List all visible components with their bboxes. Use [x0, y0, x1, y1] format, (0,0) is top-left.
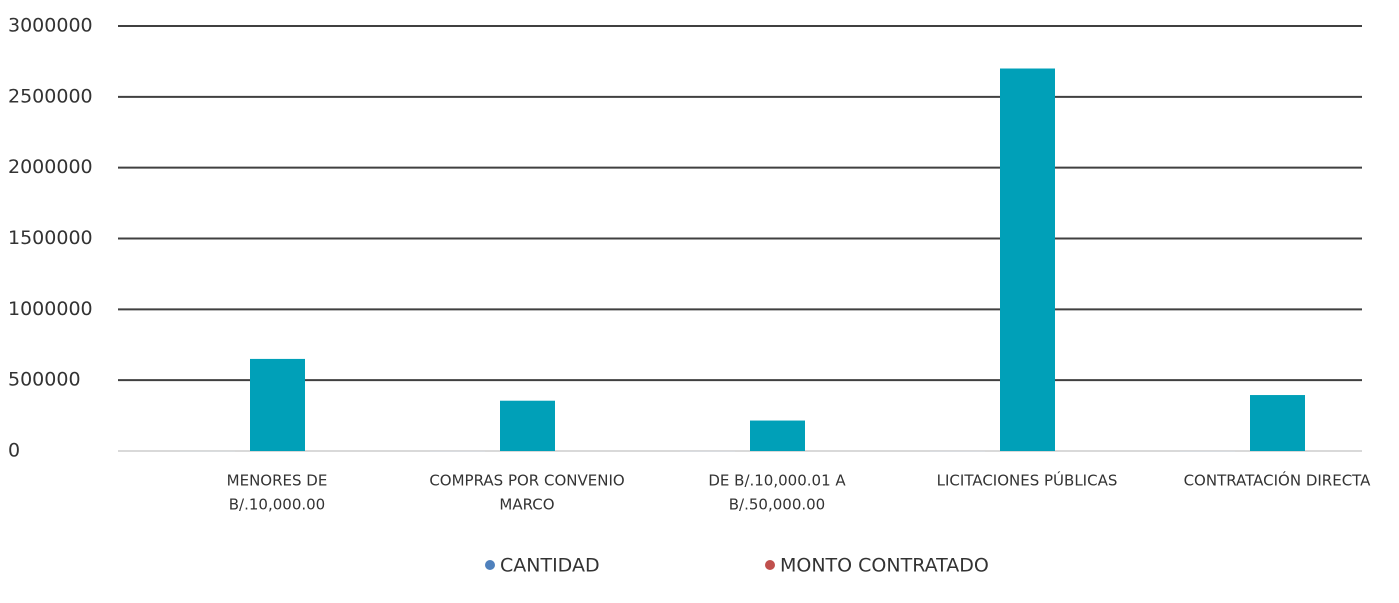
y-tick-label: 0 [8, 440, 20, 462]
x-tick-label: LICITACIONES PÚBLICAS [937, 471, 1118, 490]
bar [930, 450, 985, 452]
bar [500, 400, 555, 451]
legend-label: CANTIDAD [500, 555, 600, 577]
bar [680, 450, 735, 452]
y-tick-label: 1500000 [8, 227, 93, 249]
y-tick-label: 3000000 [8, 15, 93, 37]
y-tick-label: 1000000 [8, 298, 93, 320]
x-tick-label: MARCO [499, 496, 554, 514]
x-tick-label: B/.10,000.00 [229, 496, 325, 514]
bar [250, 358, 305, 451]
x-tick-label: MENORES DE [227, 472, 328, 490]
bar [1000, 68, 1055, 451]
legend-label: MONTO CONTRATADO [780, 555, 989, 577]
x-tick-label: B/.50,000.00 [729, 496, 825, 514]
x-tick-label: DE B/.10,000.01 A [708, 472, 846, 490]
y-tick-label: 500000 [8, 369, 81, 391]
bar [180, 450, 235, 452]
x-tick-label: CONTRATACIÓN DIRECTA [1184, 471, 1372, 490]
bar [750, 420, 805, 451]
bar [1250, 395, 1305, 451]
legend-marker [485, 560, 495, 570]
bar [1180, 450, 1235, 452]
legend-marker [765, 560, 775, 570]
x-tick-label: COMPRAS POR CONVENIO [429, 472, 624, 490]
y-tick-label: 2000000 [8, 156, 93, 178]
bar [430, 450, 485, 452]
y-tick-label: 2500000 [8, 85, 93, 107]
